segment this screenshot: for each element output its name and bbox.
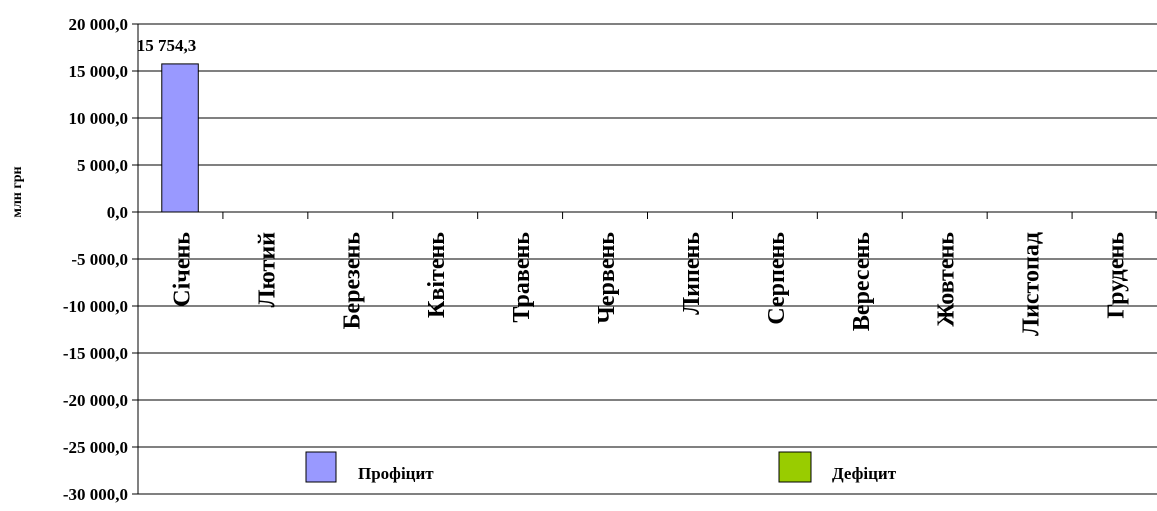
category-label: Жовтень (934, 232, 960, 327)
y-tick-label: -5 000,0 (71, 250, 128, 269)
y-tick-label: -25 000,0 (63, 438, 128, 457)
legend-item-surplus: Профіцит (305, 451, 434, 483)
category-label: Січень (169, 232, 195, 307)
legend-label-surplus: Профіцит (358, 464, 434, 483)
category-label: Листопад (1019, 232, 1045, 336)
category-label: Березень (339, 232, 365, 330)
category-label: Серпень (764, 232, 790, 325)
y-axis-ticks: 20 000,0 15 000,0 10 000,0 5 000,0 0,0 -5 000… (63, 15, 138, 504)
legend-swatch-surplus (305, 451, 337, 483)
y-tick-label: -20 000,0 (63, 391, 128, 410)
axes (137, 24, 1157, 494)
y-tick-label: -15 000,0 (63, 344, 128, 363)
gridlines (138, 23, 1157, 495)
y-tick-label: -30 000,0 (63, 485, 128, 504)
data-label: 15 754,3 (137, 36, 197, 55)
category-label: Липень (679, 232, 705, 315)
y-tick-label: 0,0 (107, 203, 128, 222)
bar (161, 63, 199, 213)
legend-label-deficit: Дефіцит (832, 464, 897, 483)
legend: Профіцит Дефіцит (305, 451, 897, 483)
category-labels: Січень Лютий Березень Квітень Травень Червень… (169, 232, 1129, 336)
legend-swatch-deficit (778, 451, 812, 483)
category-label: Грудень (1104, 232, 1130, 319)
category-label: Лютий (254, 232, 280, 308)
category-label: Травень (509, 232, 535, 323)
y-tick-label: -10 000,0 (63, 297, 128, 316)
y-tick-label: 15 000,0 (69, 62, 129, 81)
y-tick-label: 5 000,0 (77, 156, 128, 175)
legend-item-deficit: Дефіцит (778, 451, 897, 483)
category-label: Червень (594, 232, 620, 324)
category-label: Квітень (424, 232, 450, 318)
y-axis-title: млн грн (10, 166, 25, 217)
y-tick-label: 20 000,0 (69, 15, 129, 34)
bars (161, 63, 199, 213)
data-labels: 15 754,3 (137, 36, 197, 55)
category-label: Вересень (849, 232, 875, 331)
y-tick-label: 10 000,0 (69, 109, 129, 128)
